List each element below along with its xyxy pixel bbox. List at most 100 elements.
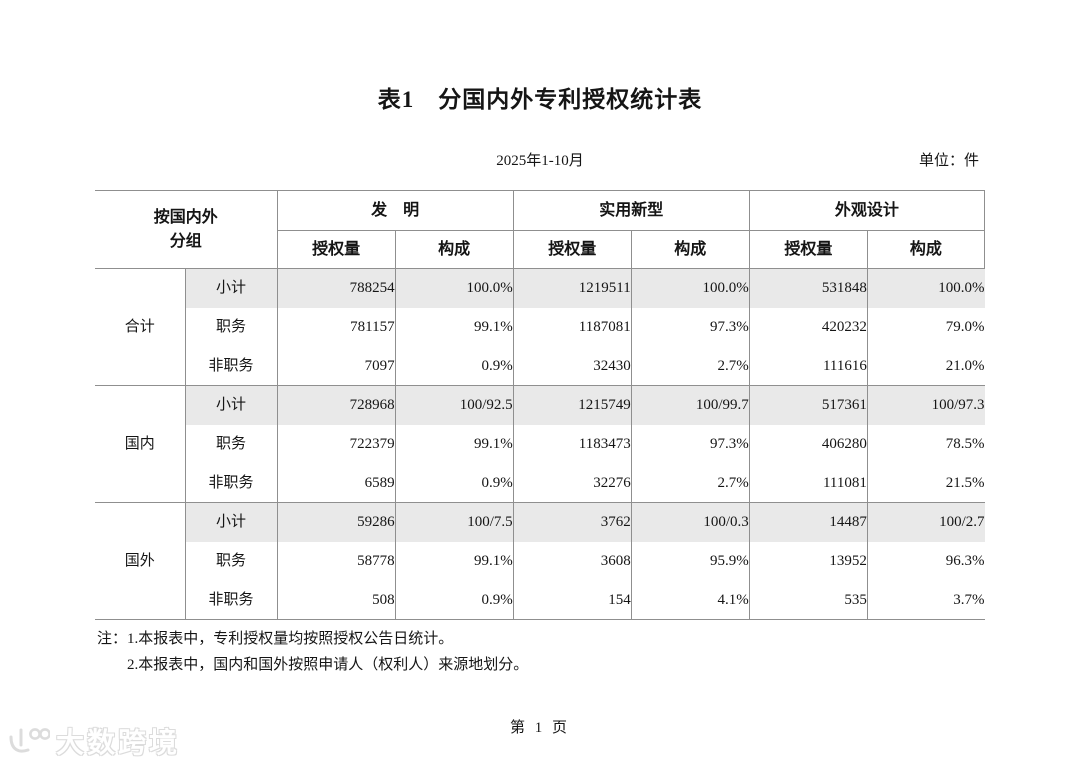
value-cell: 508 xyxy=(277,580,396,620)
value-cell: 7097 xyxy=(277,346,396,386)
value-cell: 97.3% xyxy=(631,307,750,347)
table-row: 非职务 508 0.9% 154 4.1% 535 3.7% xyxy=(95,580,985,620)
section-header-utility-model: 实用新型 xyxy=(513,190,750,231)
group-cell: 国内 xyxy=(95,385,186,503)
value-cell: 99.1% xyxy=(395,541,514,581)
value-cell: 420232 xyxy=(749,307,868,347)
subheader-granted: 授权量 xyxy=(749,230,868,269)
table-row: 非职务 6589 0.9% 32276 2.7% 111081 21.5% xyxy=(95,463,985,503)
value-cell: 788254 xyxy=(277,268,396,308)
row-label-cell: 职务 xyxy=(185,307,278,347)
value-cell: 100/7.5 xyxy=(395,502,514,542)
note-item-2: 2.本报表中，国内和国外按照申请人（权利人）来源地划分。 xyxy=(127,657,529,673)
row-label-cell: 非职务 xyxy=(185,463,278,503)
value-cell: 100/92.5 xyxy=(395,385,514,425)
note-line-1: 注：1.本报表中，专利授权量均按照授权公告日统计。 xyxy=(97,626,528,652)
value-cell: 517361 xyxy=(749,385,868,425)
table-row: 职务 58778 99.1% 3608 95.9% 13952 96.3% xyxy=(95,541,985,581)
section-header-design: 外观设计 xyxy=(749,190,986,231)
value-cell: 58778 xyxy=(277,541,396,581)
value-cell: 3608 xyxy=(513,541,632,581)
row-label-cell: 非职务 xyxy=(185,580,278,620)
subheader-granted: 授权量 xyxy=(513,230,632,269)
row-label-cell: 小计 xyxy=(185,502,278,542)
value-cell: 14487 xyxy=(749,502,868,542)
row-label-cell: 非职务 xyxy=(185,346,278,386)
value-cell: 59286 xyxy=(277,502,396,542)
value-cell: 781157 xyxy=(277,307,396,347)
value-cell: 3762 xyxy=(513,502,632,542)
table-row: 职务 722379 99.1% 1183473 97.3% 406280 78.… xyxy=(95,424,985,464)
subheader-composition: 构成 xyxy=(631,230,750,269)
value-cell: 1183473 xyxy=(513,424,632,464)
row-label-cell: 小计 xyxy=(185,385,278,425)
value-cell: 100.0% xyxy=(867,268,985,308)
watermark-text: 大数跨境 xyxy=(56,727,181,758)
value-cell: 100/0.3 xyxy=(631,502,750,542)
unit-label: 单位：件 xyxy=(918,153,979,169)
watermark-100-logo xyxy=(9,728,50,753)
note-item-1: 1.本报表中，专利授权量均按照授权公告日统计。 xyxy=(127,631,454,647)
table-row: 国外 小计 59286 100/7.5 3762 100/0.3 14487 1… xyxy=(95,502,985,620)
row-label-cell: 职务 xyxy=(185,541,278,581)
value-cell: 0.9% xyxy=(395,580,514,620)
value-cell: 100.0% xyxy=(395,268,514,308)
value-cell: 3.7% xyxy=(867,580,985,620)
table-notes: 注：1.本报表中，专利授权量均按照授权公告日统计。 2.本报表中，国内和国外按照… xyxy=(97,626,528,678)
value-cell: 111616 xyxy=(749,346,868,386)
value-cell: 111081 xyxy=(749,463,868,503)
value-cell: 154 xyxy=(513,580,632,620)
section-header-invention: 发 明 xyxy=(277,190,514,231)
value-cell: 79.0% xyxy=(945,319,985,335)
value-cell: 100/97.3 xyxy=(867,385,985,425)
row-label-cell: 小计 xyxy=(185,268,278,308)
value-cell: 1187081 xyxy=(513,307,632,347)
value-cell: 2.7% xyxy=(631,463,750,503)
value-cell: 406280 xyxy=(749,424,868,464)
table-row: 合计 小计 788254 100.0% 1219511 100.0% 53184… xyxy=(95,268,985,386)
table-row: 国内 小计 728968 100/92.5 1215749 100/99.7 5… xyxy=(95,385,985,503)
subheader-composition: 构成 xyxy=(867,230,986,269)
subheader-composition: 构成 xyxy=(395,230,514,269)
value-cell: 722379 xyxy=(277,424,396,464)
value-cell: 32276 xyxy=(513,463,632,503)
meta-row: 2025年1-10月 单位：件 xyxy=(95,149,985,171)
value-cell: 535 xyxy=(749,580,868,620)
value-cell: 1215749 xyxy=(513,385,632,425)
value-cell: 728968 xyxy=(277,385,396,425)
value-cell: 13952 xyxy=(749,541,868,581)
report-period: 2025年1-10月 xyxy=(496,153,584,169)
value-cell: 96.3% xyxy=(945,553,985,569)
value-cell: 78.5% xyxy=(945,436,985,452)
table-row: 职务 781157 99.1% 1187081 97.3% 420232 79.… xyxy=(95,307,985,347)
value-cell: 97.3% xyxy=(631,424,750,464)
value-cell: 100/2.7 xyxy=(867,502,985,542)
note-line-2: 2.本报表中，国内和国外按照申请人（权利人）来源地划分。 xyxy=(127,652,528,678)
patent-table: 按国内外 分组 发 明 实用新型 外观设计 授权量 构成 授权量 构成 授权量 … xyxy=(95,190,986,620)
value-cell: 6589 xyxy=(277,463,396,503)
value-cell: 531848 xyxy=(749,268,868,308)
value-cell: 99.1% xyxy=(395,424,514,464)
row-header-cell: 按国内外 分组 xyxy=(95,190,278,269)
value-cell: 0.9% xyxy=(395,346,514,386)
note-prefix: 注： xyxy=(97,631,128,647)
value-cell: 95.9% xyxy=(631,541,750,581)
row-header-line2: 分组 xyxy=(169,232,202,250)
value-cell: 4.1% xyxy=(631,580,750,620)
value-cell: 0.9% xyxy=(395,463,514,503)
value-cell: 1219511 xyxy=(513,268,632,308)
table-row: 非职务 7097 0.9% 32430 2.7% 111616 21.0% xyxy=(95,346,985,386)
value-cell: 100.0% xyxy=(631,268,750,308)
group-cell: 合计 xyxy=(95,268,186,386)
row-label-cell: 职务 xyxy=(185,424,278,464)
group-cell: 国外 xyxy=(95,502,186,620)
value-cell: 100/99.7 xyxy=(631,385,750,425)
value-cell: 2.7% xyxy=(631,346,750,386)
value-cell: 21.5% xyxy=(867,463,985,503)
value-cell: 32430 xyxy=(513,346,632,386)
value-cell: 21.0% xyxy=(867,346,985,386)
value-cell: 99.1% xyxy=(395,307,514,347)
page-number: 第 1 页 xyxy=(509,720,570,736)
page-title: 表1 分国内外专利授权统计表 xyxy=(377,87,703,112)
row-header-line1: 按国内外 xyxy=(153,209,218,227)
